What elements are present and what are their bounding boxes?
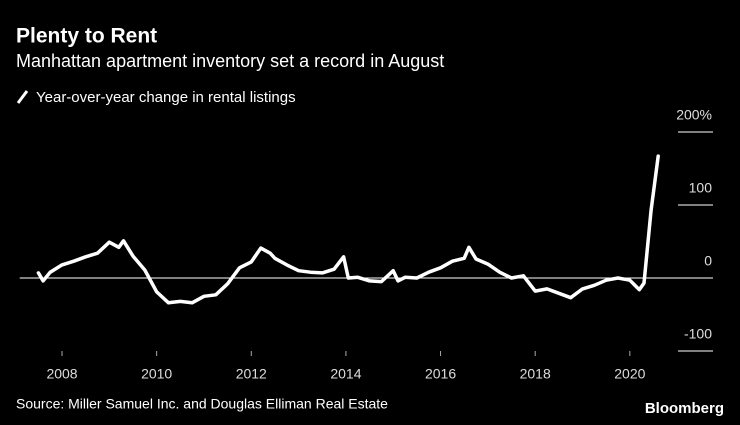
chart-subtitle: Manhattan apartment inventory set a reco… [16, 51, 444, 71]
y-tick-label: 100 [689, 180, 713, 196]
y-tick-label: 0 [704, 253, 712, 269]
brand: Bloomberg [645, 400, 724, 417]
x-tick-label: 2008 [46, 366, 77, 382]
y-tick-label: 200% [676, 107, 712, 123]
chart-title: Plenty to Rent [16, 25, 157, 48]
legend-label: Year-over-year change in rental listings [36, 89, 296, 106]
x-tick-label: 2012 [236, 366, 267, 382]
x-tick-label: 2010 [141, 366, 172, 382]
y-tick-label: -100 [684, 326, 712, 342]
source: Source: Miller Samuel Inc. and Douglas E… [16, 396, 388, 412]
x-tick-label: 2018 [520, 366, 551, 382]
data-line [36, 154, 660, 305]
x-tick-label: 2014 [330, 366, 361, 382]
x-tick-label: 2016 [425, 366, 456, 382]
legend-swatch [16, 90, 29, 104]
x-tick-label: 2020 [614, 366, 645, 382]
